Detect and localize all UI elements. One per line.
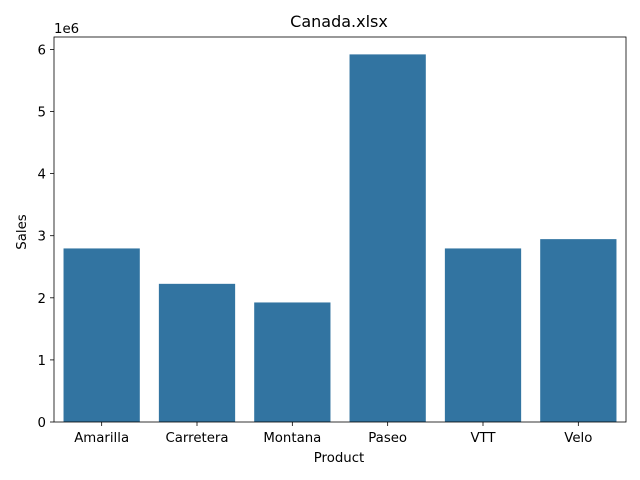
y-tick-label: 3 [38,230,46,245]
y-tick-label: 0 [38,416,46,431]
y-tick-label: 2 [38,292,46,307]
y-axis-label: Sales [15,214,30,249]
x-tick-label: Velo [564,431,592,446]
x-tick-label: Montana [263,431,321,446]
bar-vtt [444,248,522,422]
bar-paseo [349,54,426,422]
axes-frame [53,36,627,423]
y-tick-label: 4 [38,168,46,183]
x-tick-label: Amarilla [74,431,129,446]
x-tick-label: VTT [470,431,496,446]
bar-carretera [158,283,236,422]
y-tick-label: 6 [38,43,46,58]
plot-area: Amarilla Carretera Montana Paseo VTT Velo 0 1 2 3… [38,36,627,446]
x-axis-label: Product [314,451,365,466]
bar-amarilla [63,248,140,422]
chart-title: Canada.xlsx [290,12,388,31]
y-axis-multiplier: 1e6 [54,22,79,37]
y-tick-label: 1 [38,354,46,369]
y-tick-label: 5 [38,106,46,121]
bar-montana [254,302,331,422]
x-tick-label: Carretera [165,431,228,446]
x-tick-label: Paseo [368,431,407,446]
bar-velo [540,239,617,423]
